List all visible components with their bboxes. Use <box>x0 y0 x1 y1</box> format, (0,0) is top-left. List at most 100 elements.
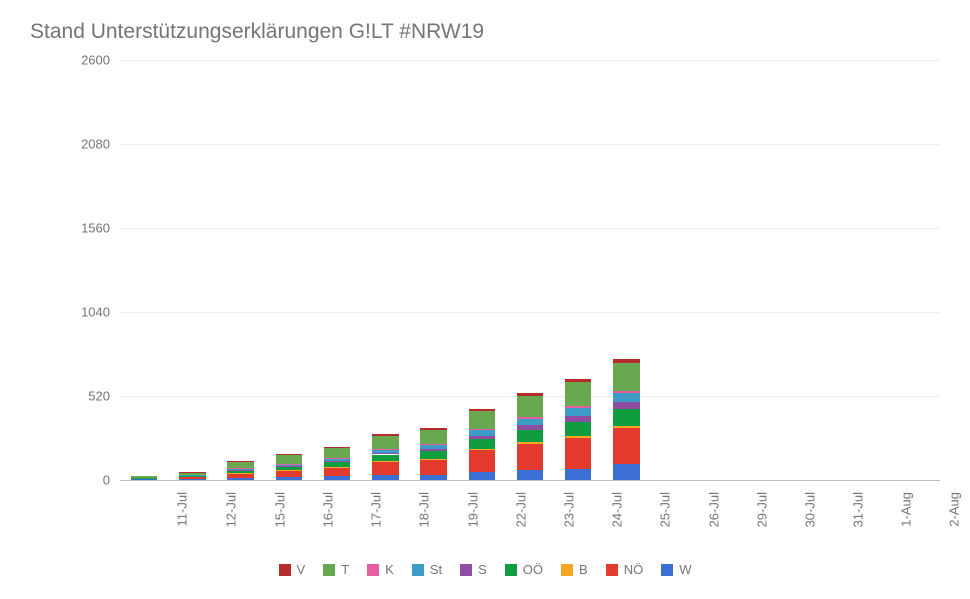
x-tick-label: 24-Jul <box>610 492 625 527</box>
bar-segment-St <box>565 408 592 416</box>
x-tick-label: 12-Jul <box>224 492 239 527</box>
bar-segment-St <box>469 430 496 435</box>
bar-segment-W <box>372 475 399 480</box>
gridline <box>120 312 940 313</box>
x-tick-label: 23-Jul <box>561 492 576 527</box>
bar-segment-K <box>565 406 592 408</box>
bar-segment-W <box>469 472 496 480</box>
bar-segment-OO <box>227 470 254 472</box>
bar-segment-W <box>324 476 351 480</box>
bar-segment-T <box>276 455 303 464</box>
bar-segment-B <box>565 436 592 438</box>
bar-segment-K <box>469 429 496 430</box>
bar-segment-W <box>420 475 447 480</box>
bar-segment-B <box>372 461 399 462</box>
x-tick-label: 2-Aug <box>947 492 962 527</box>
bar-segment-T <box>420 430 447 444</box>
bar-segment-S <box>613 402 640 409</box>
bar-segment-NO <box>517 444 544 471</box>
legend-label: B <box>579 562 588 577</box>
legend-swatch <box>606 564 618 576</box>
bar-segment-S <box>372 453 399 455</box>
legend-swatch <box>279 564 291 576</box>
bar-segment-K <box>613 391 640 393</box>
bar-segment-OO <box>372 455 399 461</box>
legend-label: K <box>385 562 394 577</box>
bar-segment-S <box>276 466 303 467</box>
x-tick-label: 25-Jul <box>658 492 673 527</box>
gridline <box>120 60 940 61</box>
legend-label: OÖ <box>523 562 543 577</box>
bar-segment-OO <box>324 462 351 467</box>
bar-segment-S <box>227 470 254 471</box>
bar-segment-NO <box>613 428 640 464</box>
legend-swatch <box>460 564 472 576</box>
bar-segment-NO <box>372 461 399 475</box>
x-tick-label: 17-Jul <box>368 492 383 527</box>
bar-segment-B <box>324 467 351 468</box>
bar-segment-V <box>517 393 544 396</box>
bar-segment-B <box>613 426 640 428</box>
x-tick-label: 16-Jul <box>320 492 335 527</box>
bar-segment-T <box>131 476 158 477</box>
x-tick-label: 19-Jul <box>465 492 480 527</box>
bar-segment-B <box>517 442 544 444</box>
bar-segment-T <box>613 363 640 390</box>
legend-label: V <box>297 562 306 577</box>
bar-segment-St <box>517 419 544 425</box>
bar-segment-B <box>469 449 496 450</box>
bar-segment-OO <box>469 439 496 449</box>
y-tick-label: 2600 <box>60 53 110 68</box>
bar-segment-S <box>565 416 592 421</box>
gridline <box>120 144 940 145</box>
x-tick-label: 22-Jul <box>513 492 528 527</box>
y-tick-label: 1040 <box>60 305 110 320</box>
bar-segment-S <box>469 436 496 440</box>
bar-segment-NO <box>469 450 496 472</box>
x-tick-label: 18-Jul <box>417 492 432 527</box>
bar-segment-K <box>420 444 447 445</box>
legend-item-S: S <box>460 562 487 577</box>
baseline <box>120 480 940 481</box>
chart-title: Stand Unterstützungserklärungen G!LT #NR… <box>30 20 484 44</box>
bar-segment-T <box>565 382 592 406</box>
y-tick-label: 520 <box>60 389 110 404</box>
bar-segment-V <box>469 409 496 411</box>
bar-segment-V <box>227 461 254 462</box>
legend-swatch <box>323 564 335 576</box>
bar-segment-OO <box>565 422 592 437</box>
bar-segment-W <box>613 464 640 480</box>
y-tick-label: 2080 <box>60 137 110 152</box>
bar-segment-S <box>517 425 544 430</box>
bar-segment-T <box>372 436 399 449</box>
legend-swatch <box>367 564 379 576</box>
legend-item-T: T <box>323 562 349 577</box>
bar-segment-T <box>179 472 206 475</box>
bar-segment-St <box>276 464 303 466</box>
bar-segment-OO <box>517 430 544 442</box>
y-tick-label: 1560 <box>60 221 110 236</box>
bar-segment-V <box>276 454 303 455</box>
bar-segment-NO <box>227 473 254 478</box>
bar-segment-St <box>372 449 399 452</box>
bar-segment-K <box>324 458 351 459</box>
bar-segment-W <box>517 470 544 480</box>
x-tick-label: 26-Jul <box>706 492 721 527</box>
bar-segment-St <box>227 469 254 470</box>
legend-label: W <box>679 562 691 577</box>
legend-item-K: K <box>367 562 394 577</box>
legend-swatch <box>561 564 573 576</box>
bar-segment-OO <box>420 451 447 458</box>
bar-segment-OO <box>131 478 158 479</box>
legend-item-NO: NÖ <box>606 562 644 577</box>
legend-item-B: B <box>561 562 588 577</box>
gridline <box>120 228 940 229</box>
x-tick-label: 11-Jul <box>175 492 190 526</box>
bar-segment-S <box>324 461 351 462</box>
legend-swatch <box>505 564 517 576</box>
bar-segment-NO <box>179 477 206 479</box>
bar-segment-NO <box>324 468 351 477</box>
x-tick-label: 15-Jul <box>272 492 287 527</box>
bar-segment-NO <box>276 471 303 477</box>
legend-item-W: W <box>661 562 691 577</box>
